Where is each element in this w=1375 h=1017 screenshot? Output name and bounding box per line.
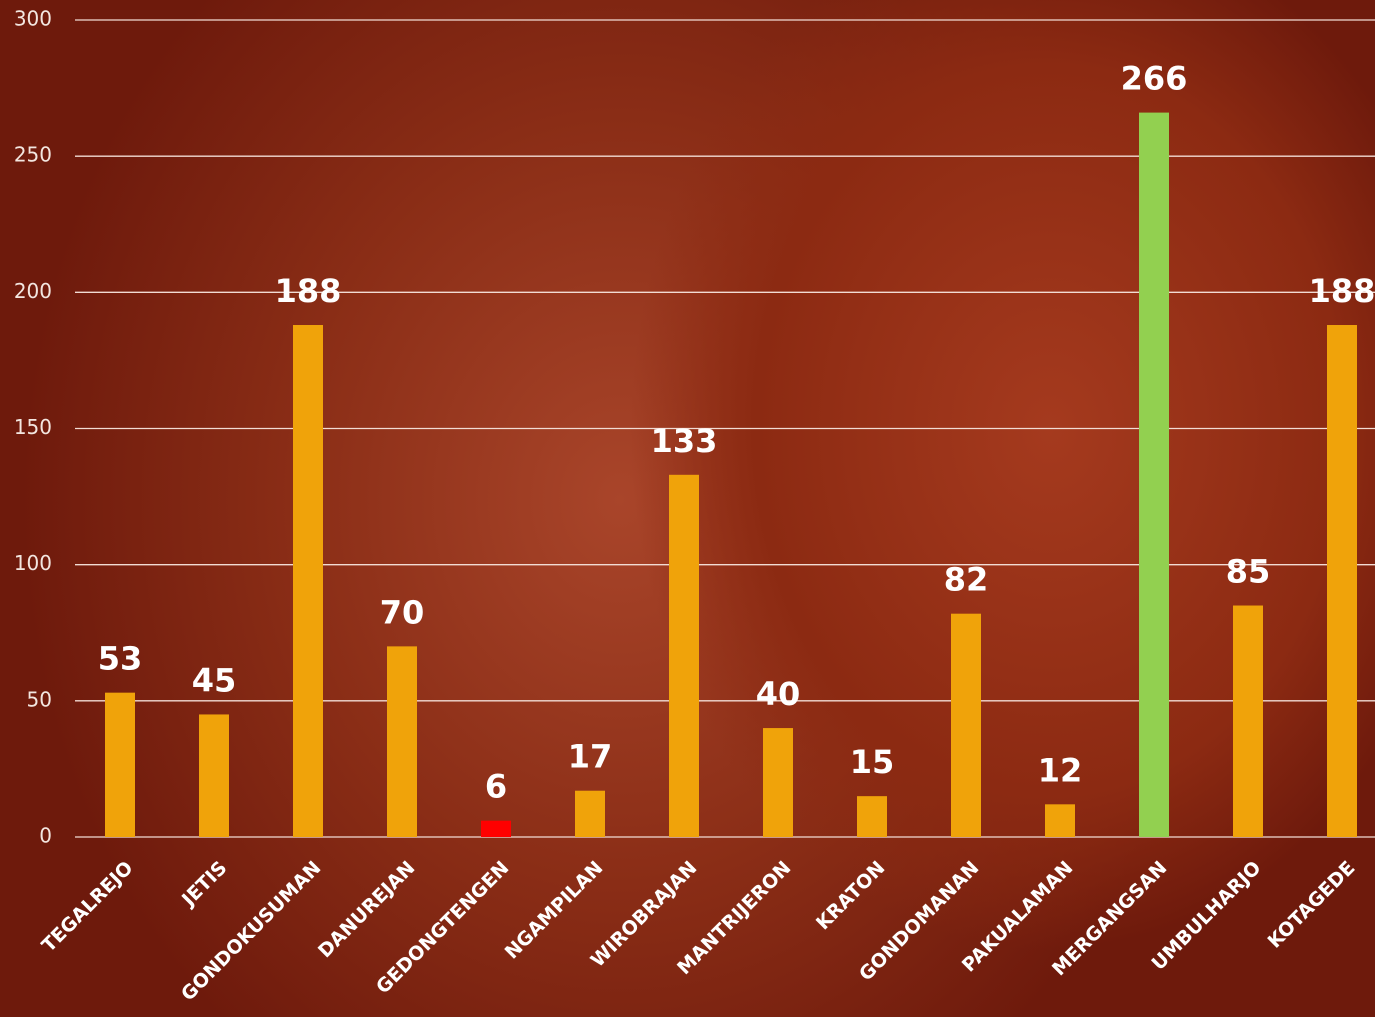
bar	[387, 646, 417, 837]
value-label: 45	[192, 661, 237, 699]
y-tick-label: 200	[14, 279, 52, 303]
value-label: 12	[1038, 751, 1083, 789]
bar	[293, 325, 323, 837]
value-label: 85	[1226, 553, 1271, 591]
bar	[1139, 112, 1169, 838]
value-label: 70	[380, 593, 425, 631]
y-tick-label: 150	[14, 415, 52, 439]
value-label: 188	[275, 272, 342, 310]
bar	[669, 474, 699, 837]
x-tick-label: JETIS	[176, 857, 231, 912]
y-tick-label: 100	[14, 551, 52, 575]
value-label: 40	[756, 675, 801, 713]
value-label: 133	[651, 422, 718, 460]
value-label: 188	[1309, 272, 1375, 310]
x-tick-label: KOTAGEDE	[1264, 857, 1360, 953]
bar	[951, 613, 981, 837]
bar	[1045, 804, 1075, 837]
value-label: 15	[850, 743, 895, 781]
bar	[763, 728, 793, 837]
bar	[481, 820, 511, 837]
x-tick-label: TEGALREJO	[38, 857, 138, 957]
y-tick-label: 50	[27, 687, 52, 711]
bar	[857, 796, 887, 837]
y-tick-label: 300	[14, 7, 52, 31]
y-tick-label: 250	[14, 143, 52, 167]
value-label: 6	[485, 768, 507, 806]
bar	[575, 790, 605, 837]
x-tick-label: KRATON	[812, 857, 890, 935]
value-label: 266	[1121, 60, 1188, 98]
x-tick-label: DANUREJAN	[314, 857, 419, 962]
bar	[105, 692, 135, 837]
bar	[1233, 605, 1263, 837]
value-label: 82	[944, 561, 989, 599]
bar	[199, 714, 229, 837]
x-tick-label: NGAMPILAN	[501, 857, 608, 964]
value-label: 17	[568, 738, 613, 776]
bar	[1327, 325, 1357, 837]
value-label: 53	[98, 640, 143, 678]
y-tick-label: 0	[39, 824, 52, 848]
